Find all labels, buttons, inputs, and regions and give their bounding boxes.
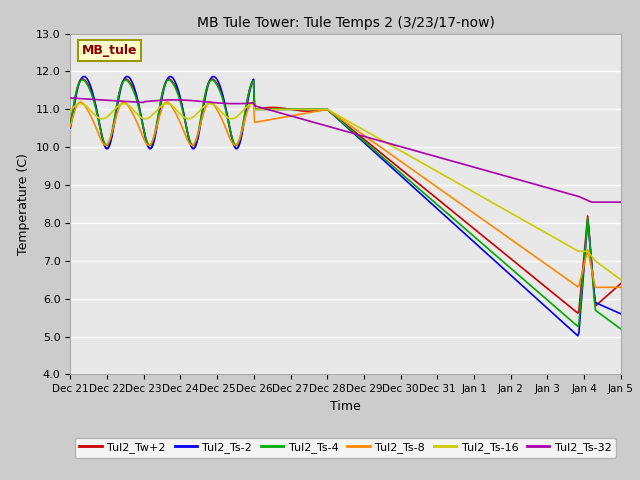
Title: MB Tule Tower: Tule Temps 2 (3/23/17-now): MB Tule Tower: Tule Temps 2 (3/23/17-now…: [196, 16, 495, 30]
Y-axis label: Temperature (C): Temperature (C): [17, 153, 30, 255]
Text: MB_tule: MB_tule: [81, 44, 137, 57]
Legend: Tul2_Tw+2, Tul2_Ts-2, Tul2_Ts-4, Tul2_Ts-8, Tul2_Ts-16, Tul2_Ts-32: Tul2_Tw+2, Tul2_Ts-2, Tul2_Ts-4, Tul2_Ts…: [75, 438, 616, 458]
X-axis label: Time: Time: [330, 400, 361, 413]
